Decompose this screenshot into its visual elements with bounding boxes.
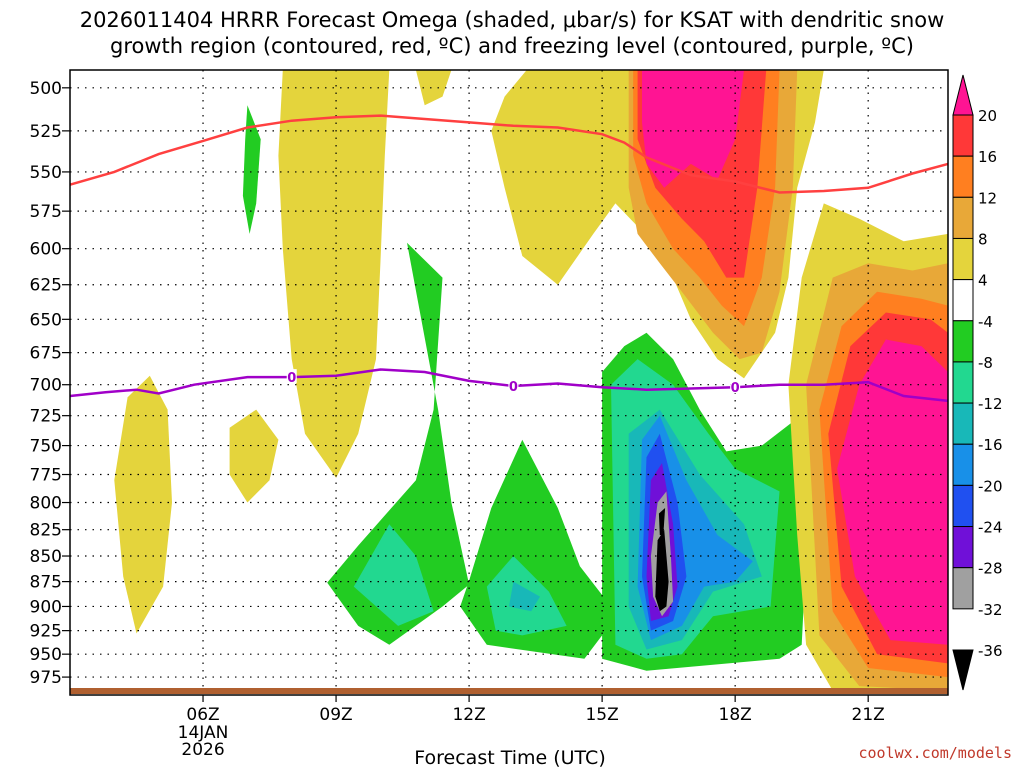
omega-region-0 bbox=[327, 242, 470, 645]
x-tick-label-3: 15Z bbox=[585, 705, 618, 725]
freezing-level-label-1: 0 bbox=[509, 380, 518, 395]
colorbar-label-0: 20 bbox=[978, 107, 997, 125]
colorbar-label-3: 8 bbox=[978, 230, 988, 248]
x-tick-label-5: 21Z bbox=[852, 705, 885, 725]
colorbar-label-10: -24 bbox=[978, 519, 1003, 537]
colorbar-label-4: 4 bbox=[978, 272, 988, 290]
colorbar-top-arrow bbox=[952, 74, 974, 116]
y-tick-label-13: 825 bbox=[30, 521, 62, 541]
y-tick-label-3: 575 bbox=[30, 202, 62, 222]
dendritic-growth-line bbox=[69, 114, 949, 194]
y-tick-label-4: 600 bbox=[30, 240, 62, 260]
colorbar-swatch-7 bbox=[952, 361, 974, 404]
y-tick-label-10: 750 bbox=[30, 437, 62, 457]
freezing-label-bg-1 bbox=[508, 377, 519, 392]
colorbar-label-8: -16 bbox=[978, 436, 1003, 454]
colorbar-swatch-2 bbox=[952, 155, 974, 198]
y-tick-label-12: 800 bbox=[30, 494, 62, 514]
colorbar-label-5: -4 bbox=[978, 313, 993, 331]
omega-region-27 bbox=[642, 70, 744, 188]
y-tick-label-7: 675 bbox=[30, 344, 62, 364]
colorbar-swatch-9 bbox=[952, 443, 974, 486]
x-tick-label-2: 12Z bbox=[452, 705, 485, 725]
chart-title-line-1: 2026011404 HRRR Forecast Omega (shaded, … bbox=[80, 8, 945, 32]
x-tick-label-1: 09Z bbox=[319, 705, 352, 725]
colorbar-swatch-6 bbox=[952, 320, 974, 363]
y-tick-label-1: 525 bbox=[30, 122, 62, 142]
freezing-label-bg-0 bbox=[286, 369, 297, 384]
omega-region-13 bbox=[658, 508, 666, 535]
freezing-level-label-0: 0 bbox=[287, 371, 296, 386]
freezing-label-bg-2 bbox=[730, 379, 741, 394]
omega-shaded-regions bbox=[114, 70, 948, 691]
omega-region-12 bbox=[655, 529, 669, 612]
colorbar-swatch-1 bbox=[952, 114, 974, 157]
x-tick-label-4: 18Z bbox=[719, 705, 752, 725]
y-tick-label-0: 500 bbox=[30, 79, 62, 99]
colorbar-swatch-11 bbox=[952, 526, 974, 569]
colorbar-swatch-5 bbox=[952, 279, 974, 322]
colorbar-label-7: -12 bbox=[978, 395, 1003, 413]
colorbar-label-13: -36 bbox=[978, 642, 1003, 660]
contour-lines: 0 0 0 bbox=[69, 114, 949, 403]
colorbar-label-12: -32 bbox=[978, 601, 1003, 619]
colorbar-swatch-10 bbox=[952, 484, 974, 528]
y-tick-label-11: 775 bbox=[30, 466, 62, 486]
omega-region-17 bbox=[415, 70, 452, 106]
y-tick-label-6: 650 bbox=[30, 310, 62, 330]
colorbar-label-2: 12 bbox=[978, 189, 997, 207]
colorbar-label-6: -8 bbox=[978, 354, 993, 372]
colorbar-label-11: -28 bbox=[978, 560, 1003, 578]
omega-region-18 bbox=[114, 375, 172, 634]
y-tick-label-16: 900 bbox=[30, 597, 62, 617]
colorbar-swatch-4 bbox=[952, 237, 974, 281]
omega-region-4 bbox=[353, 524, 434, 626]
y-tick-label-18: 950 bbox=[30, 645, 62, 665]
omega-region-28 bbox=[837, 339, 948, 645]
freezing-level-label-2: 0 bbox=[731, 381, 740, 396]
y-tick-label-19: 975 bbox=[30, 668, 62, 688]
colorbar-bottom-arrow bbox=[952, 649, 974, 691]
y-tick-label-8: 700 bbox=[30, 376, 62, 396]
x-axis-label: Forecast Time (UTC) bbox=[414, 747, 605, 768]
ground-strip bbox=[70, 688, 948, 694]
plot-frame bbox=[69, 69, 949, 696]
y-tick-label-15: 875 bbox=[30, 573, 62, 593]
x-tick-date-0: 14JAN bbox=[178, 723, 229, 743]
x-tick-year-0: 2026 bbox=[181, 740, 224, 760]
colorbar-label-9: -20 bbox=[978, 477, 1003, 495]
y-tick-label-5: 625 bbox=[30, 276, 62, 296]
omega-region-7 bbox=[509, 581, 540, 612]
x-tick-label-0: 06Z bbox=[186, 705, 219, 725]
colorbar-swatch-3 bbox=[952, 196, 974, 239]
y-axis-ticks: 500 525 550 575 600 625 650 675 700 725 750 775 800 8… bbox=[30, 79, 70, 688]
colorbar-swatch-12 bbox=[952, 567, 974, 610]
freezing-level-line bbox=[69, 368, 949, 403]
omega-region-19 bbox=[229, 409, 279, 503]
colorbar: 20 16 12 8 4 -4 -8 -12 -16 -20 -24 -28 -32 -36 bbox=[952, 74, 1003, 691]
omega-region-14 bbox=[242, 105, 261, 234]
chart-title-line-2: growth region (contoured, red, ºC) and f… bbox=[110, 34, 914, 58]
colorbar-label-1: 16 bbox=[978, 148, 997, 166]
credit-text: coolwx.com/models bbox=[858, 744, 1012, 762]
y-tick-label-2: 550 bbox=[30, 163, 62, 183]
y-tick-label-14: 850 bbox=[30, 547, 62, 567]
colorbar-swatch-8 bbox=[952, 402, 974, 445]
y-tick-label-9: 725 bbox=[30, 407, 62, 427]
y-tick-label-17: 925 bbox=[30, 622, 62, 642]
